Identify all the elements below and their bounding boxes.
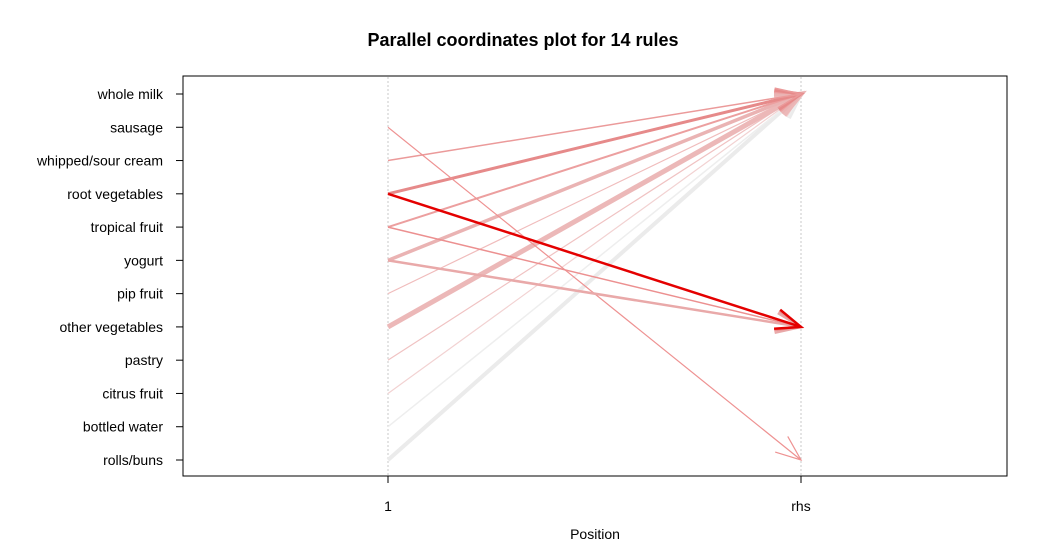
rule-line xyxy=(387,92,802,262)
rule-6-other-vegetables-to-whole-milk xyxy=(386,90,807,330)
plot-frame xyxy=(182,75,1008,477)
y-tick-label-bottled-water: bottled water xyxy=(83,419,163,435)
y-tick-label-sausage: sausage xyxy=(110,119,163,135)
rule-arrowhead xyxy=(774,87,803,109)
rule-14-root-vegetables-to-other-vegetables xyxy=(387,192,805,330)
rule-3-citrus-fruit-to-whole-milk xyxy=(387,93,803,394)
y-tick-label-whipped-sour-cream: whipped/sour cream xyxy=(36,153,163,169)
rule-arrowhead xyxy=(773,308,805,330)
rule-line xyxy=(387,93,802,394)
rule-line xyxy=(387,93,802,162)
y-tick-label-yogurt: yogurt xyxy=(124,252,163,268)
x-tick-label-1: 1 xyxy=(384,498,392,514)
rule-arrowhead xyxy=(775,436,803,462)
y-tick-label-rolls-buns: rolls/buns xyxy=(103,452,163,468)
y-tick-label-other-vegetables: other vegetables xyxy=(59,319,163,335)
x-tick-label-rhs: rhs xyxy=(791,498,810,514)
rule-line xyxy=(387,259,802,329)
rule-line xyxy=(387,93,802,361)
chart-title: Parallel coordinates plot for 14 rules xyxy=(367,30,678,50)
x-axis: 1 rhs xyxy=(384,476,811,514)
y-tick-label-citrus-fruit: citrus fruit xyxy=(102,385,163,401)
y-tick-label-whole-milk: whole milk xyxy=(97,86,164,102)
y-tick-label-pastry: pastry xyxy=(125,352,163,368)
y-axis: whole milk sausage whipped/sour cream root … xyxy=(36,86,183,468)
rule-5-pip-fruit-to-whole-milk xyxy=(387,93,803,295)
rule-lines xyxy=(386,87,807,462)
rule-12-yogurt-to-other-vegetables xyxy=(387,259,805,335)
y-tick-label-root-vegetables: root vegetables xyxy=(67,186,163,202)
rule-10-whipped-sour-cream-to-whole-milk xyxy=(387,87,803,162)
rule-line xyxy=(387,226,802,328)
rule-line xyxy=(387,93,802,229)
rule-line xyxy=(386,91,803,330)
y-tick-label-tropical-fruit: tropical fruit xyxy=(91,219,163,235)
y-tick-label-pip-fruit: pip fruit xyxy=(117,286,163,302)
rule-8-tropical-fruit-to-whole-milk xyxy=(387,91,804,229)
rule-line xyxy=(387,192,802,329)
rule-line xyxy=(387,92,802,196)
rule-4-pastry-to-whole-milk xyxy=(387,93,803,361)
rule-line xyxy=(387,93,802,295)
x-axis-label: Position xyxy=(570,526,620,542)
